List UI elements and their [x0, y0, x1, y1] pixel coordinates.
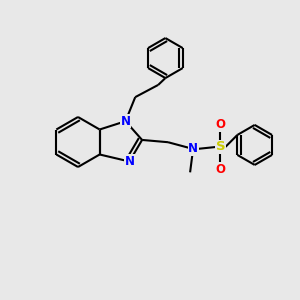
Text: N: N [121, 115, 130, 128]
Text: O: O [215, 118, 225, 131]
Text: S: S [216, 140, 225, 153]
Text: N: N [124, 155, 134, 168]
Text: N: N [188, 142, 198, 155]
Text: O: O [215, 163, 225, 176]
